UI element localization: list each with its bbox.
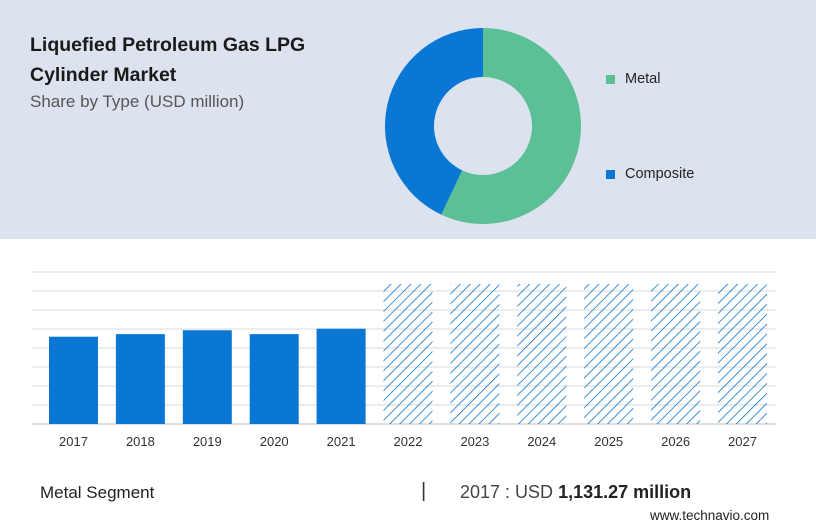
forecast-bar-2022 <box>383 284 433 424</box>
bar-2018 <box>115 334 165 424</box>
x-tick-label-2027: 2027 <box>728 434 757 449</box>
x-axis-ticks: 2017 2018 2019 2020 2021 2022 2023 2024 2025 2026… <box>59 434 757 449</box>
bar-2017 <box>49 336 98 424</box>
legend-label-metal: Metal <box>625 71 661 87</box>
brand-url: www.technavio.com <box>650 508 770 523</box>
x-tick-label-2018: 2018 <box>126 434 155 449</box>
x-tick-label-2025: 2025 <box>594 434 623 449</box>
legend-swatch-composite <box>606 169 615 179</box>
legend-label-composite: Composite <box>625 166 695 182</box>
legend-item-composite: Composite <box>606 166 694 182</box>
forecast-bar-2023 <box>450 284 500 424</box>
page-title: Liquefied Petroleum Gas LPG Cylinder Mar… <box>30 34 306 86</box>
bar-2021 <box>316 328 366 424</box>
forecast-bar-2024 <box>517 284 567 424</box>
legend-swatch-metal <box>606 74 615 84</box>
footer-separator: | <box>421 480 427 502</box>
donut-slice-metal <box>441 28 581 224</box>
x-tick-label-2022: 2022 <box>394 434 423 449</box>
x-tick-label-2019: 2019 <box>193 434 222 449</box>
x-tick-label-2023: 2023 <box>460 434 489 449</box>
x-tick-label-2020: 2020 <box>260 434 289 449</box>
segment-label: Metal Segment <box>40 483 155 502</box>
segment-value: 2017 : USD 1,131.27 million <box>460 482 691 503</box>
donut-chart <box>385 28 581 224</box>
x-tick-label-2017: 2017 <box>59 434 88 449</box>
bars <box>49 284 767 424</box>
bar-2019 <box>182 330 232 424</box>
summary-panel: Liquefied Petroleum Gas LPG Cylinder Mar… <box>0 0 816 239</box>
forecast-bar-2027 <box>718 284 767 424</box>
x-tick-label-2024: 2024 <box>527 434 556 449</box>
bar-2020 <box>249 334 299 424</box>
x-tick-label-2026: 2026 <box>661 434 690 449</box>
segment-value-amount: 1,131.27 million <box>558 482 692 502</box>
legend-item-metal: Metal <box>606 71 660 87</box>
bar-chart: 2017 2018 2019 2020 2021 2022 2023 2024 2025 2026… <box>32 271 776 449</box>
forecast-bar-2026 <box>651 284 701 424</box>
segment-year-label: 2017 : USD <box>460 482 554 502</box>
x-tick-label-2021: 2021 <box>327 434 356 449</box>
forecast-bar-2025 <box>584 284 634 424</box>
page-subtitle: Share by Type (USD million) <box>30 92 245 111</box>
donut-slice-composite <box>385 28 483 215</box>
